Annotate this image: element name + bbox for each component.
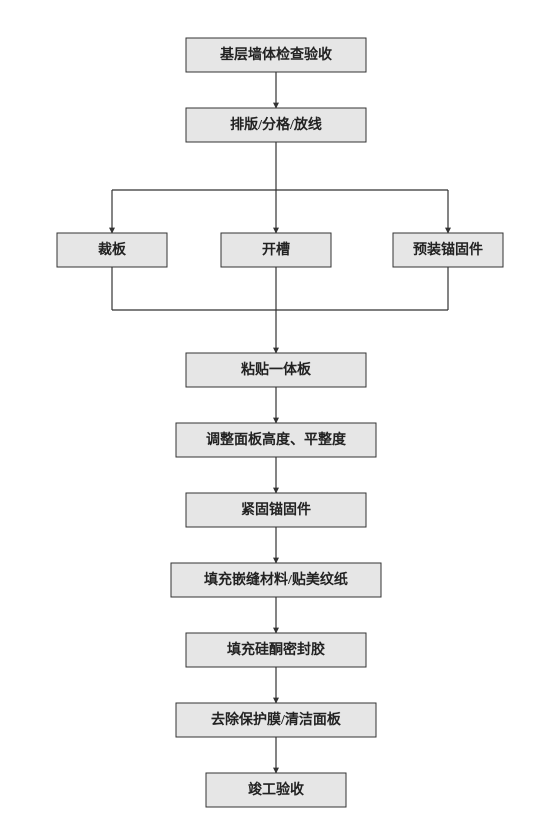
node-n2: 排版/分格/放线	[186, 108, 366, 142]
node-n3c: 预装锚固件	[393, 233, 503, 267]
node-label-n3a: 裁板	[98, 241, 127, 258]
node-n6: 紧固锚固件	[186, 493, 366, 527]
node-label-n2: 排版/分格/放线	[230, 116, 322, 133]
node-n7: 填充嵌缝材料/贴美纹纸	[171, 563, 381, 597]
nodes-group: 基层墙体检查验收排版/分格/放线裁板 开槽 预装锚固件粘贴一体板调整面板高度、平整度…	[57, 38, 503, 807]
node-label-n3c: 预装锚固件	[413, 241, 483, 258]
node-n8: 填充硅酮密封胶	[186, 633, 366, 667]
node-n3b: 开槽	[221, 233, 331, 267]
node-n5: 调整面板高度、平整度	[176, 423, 376, 457]
node-label-n1: 基层墙体检查验收	[220, 46, 333, 63]
node-label-n9: 去除保护膜/清洁面板	[211, 711, 342, 728]
node-n10: 竣工验收	[206, 773, 346, 807]
node-label-n4: 粘贴一体板	[241, 361, 312, 378]
node-label-n10: 竣工验收	[248, 781, 305, 798]
node-n1: 基层墙体检查验收	[186, 38, 366, 72]
node-n4: 粘贴一体板	[186, 353, 366, 387]
node-label-n6: 紧固锚固件	[241, 501, 311, 518]
node-label-n7: 填充嵌缝材料/贴美纹纸	[204, 571, 348, 588]
node-n9: 去除保护膜/清洁面板	[176, 703, 376, 737]
node-label-n8: 填充硅酮密封胶	[227, 641, 325, 658]
node-label-n5: 调整面板高度、平整度	[206, 431, 347, 448]
node-label-n3b: 开槽	[262, 241, 290, 258]
node-n3a: 裁板	[57, 233, 167, 267]
flowchart-svg: 基层墙体检查验收排版/分格/放线裁板 开槽 预装锚固件粘贴一体板调整面板高度、平整度…	[0, 0, 552, 824]
